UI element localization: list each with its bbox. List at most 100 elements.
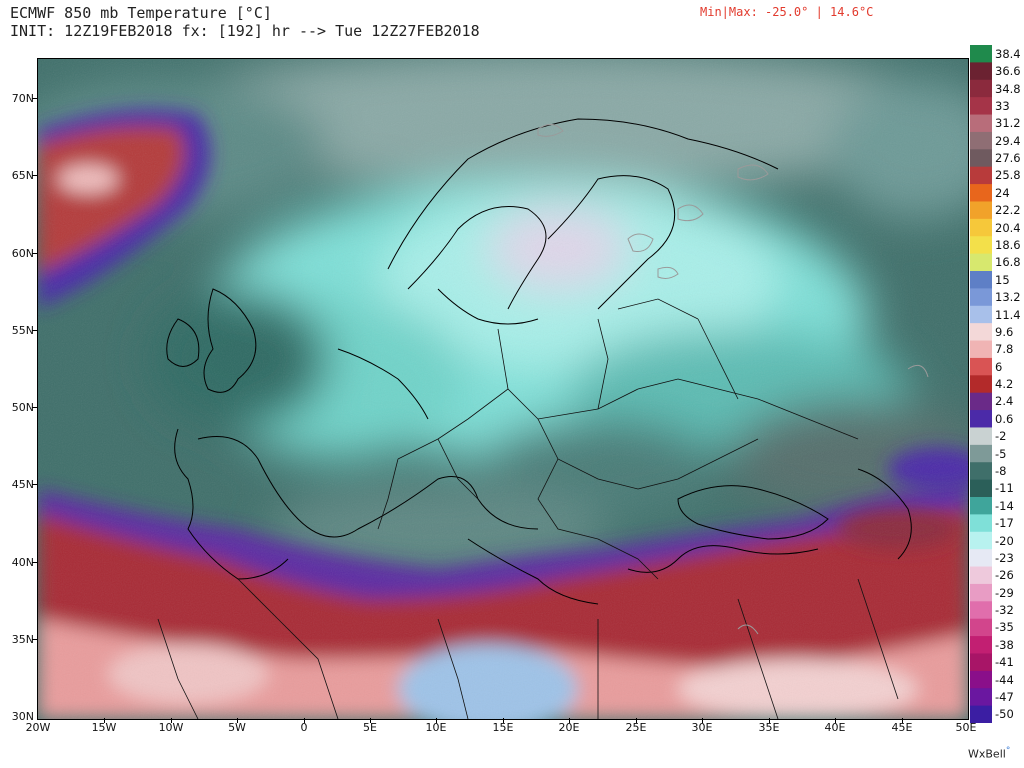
lon-label-0: 0 bbox=[300, 721, 308, 734]
lon-label-40e: 40E bbox=[824, 721, 846, 734]
lon-tick bbox=[370, 718, 371, 723]
lon-label-45e: 45E bbox=[891, 721, 913, 734]
lon-label-25e: 25E bbox=[625, 721, 647, 734]
lon-label-35e: 35E bbox=[758, 721, 780, 734]
colorbar-label: -29 bbox=[995, 585, 1014, 600]
lat-label-65n: 65N bbox=[11, 169, 34, 182]
colorbar-swatch bbox=[970, 271, 992, 289]
colorbar-swatch bbox=[970, 514, 992, 533]
colorbar-label: 6 bbox=[995, 359, 1003, 374]
colorbar-swatch bbox=[970, 688, 992, 707]
lat-tick bbox=[32, 98, 37, 99]
colorbar-label: 27.6 bbox=[995, 151, 1021, 165]
colorbar-swatch bbox=[970, 218, 992, 237]
colorbar-label: -38 bbox=[995, 637, 1014, 652]
lat-label-60n: 60N bbox=[11, 247, 34, 260]
lat-tick bbox=[32, 639, 37, 640]
lon-tick bbox=[104, 718, 105, 723]
lon-tick bbox=[237, 718, 238, 723]
colorbar-swatch bbox=[970, 305, 992, 324]
colorbar-swatch bbox=[970, 79, 992, 98]
temperature-field-svg bbox=[38, 59, 968, 719]
colorbar-swatch bbox=[970, 357, 992, 376]
lat-tick bbox=[32, 330, 37, 331]
colorbar-label: -17 bbox=[995, 516, 1014, 531]
colorbar-label: 33 bbox=[995, 98, 1010, 113]
colorbar-label: 16.8 bbox=[995, 255, 1021, 270]
colorbar-swatch bbox=[970, 410, 992, 429]
colorbar-label: 31.2 bbox=[995, 116, 1021, 131]
lon-tick bbox=[436, 718, 437, 723]
colorbar-swatch bbox=[970, 549, 992, 568]
min-max-readout: Min|Max: -25.0° | 14.6°C bbox=[700, 5, 874, 19]
lat-tick bbox=[32, 253, 37, 254]
colorbar-swatch bbox=[970, 253, 992, 272]
lat-label-40n: 40N bbox=[11, 556, 34, 569]
coastlines bbox=[166, 118, 912, 605]
colorbar-swatch bbox=[970, 114, 992, 133]
lat-label-70n: 70N bbox=[11, 92, 34, 105]
colorbar-swatch bbox=[970, 166, 992, 185]
colorbar-swatch bbox=[970, 288, 992, 307]
lon-label-30e: 30E bbox=[691, 721, 713, 734]
colorbar-label: -23 bbox=[995, 550, 1014, 565]
colorbar-label: 25.8 bbox=[995, 168, 1021, 183]
colorbar-label: -50 bbox=[995, 707, 1014, 722]
lat-label-30n: 30N bbox=[11, 710, 34, 723]
lon-tick bbox=[636, 718, 637, 723]
wxbell-logo: WxBell° bbox=[968, 746, 1010, 761]
colorbar-swatch bbox=[970, 462, 992, 481]
lon-label-20w: 20W bbox=[25, 721, 51, 734]
colorbar-label: 22.2 bbox=[995, 203, 1021, 218]
colorbar-label: -44 bbox=[995, 672, 1014, 687]
temperature-colorbar bbox=[970, 45, 992, 723]
colorbar-swatch bbox=[970, 236, 992, 255]
colorbar-swatch bbox=[970, 149, 992, 168]
colorbar-label: -8 bbox=[995, 463, 1007, 478]
colorbar-label: -11 bbox=[995, 481, 1014, 496]
lon-label-15w: 15W bbox=[91, 721, 117, 734]
lon-tick bbox=[902, 718, 903, 723]
lon-label-5e: 5E bbox=[363, 721, 377, 734]
lon-tick bbox=[171, 718, 172, 723]
colorbar-label: 36.6 bbox=[995, 64, 1021, 79]
lon-label-10w: 10W bbox=[158, 721, 184, 734]
colorbar-label: 24 bbox=[995, 185, 1010, 200]
colorbar-label: -26 bbox=[995, 568, 1014, 583]
lat-tick bbox=[32, 484, 37, 485]
colorbar-label: 20.4 bbox=[995, 220, 1021, 235]
lon-label-20e: 20E bbox=[558, 721, 580, 734]
colorbar-swatch bbox=[970, 392, 992, 411]
colorbar-swatch bbox=[970, 653, 992, 672]
lon-tick bbox=[702, 718, 703, 723]
temperature-map[interactable] bbox=[37, 58, 969, 720]
colorbar-swatch bbox=[970, 601, 992, 620]
colorbar-label: -20 bbox=[995, 533, 1014, 548]
lat-label-45n: 45N bbox=[11, 478, 34, 491]
colorbar-label: -47 bbox=[995, 689, 1014, 704]
lon-tick bbox=[835, 718, 836, 723]
colorbar-label: 9.6 bbox=[995, 324, 1014, 339]
colorbar-swatch bbox=[970, 375, 992, 394]
lake-outlines bbox=[537, 124, 929, 635]
colorbar-label: -14 bbox=[995, 498, 1014, 513]
map-title: ECMWF 850 mb Temperature [°C] bbox=[10, 4, 272, 22]
colorbar-swatch bbox=[970, 45, 992, 63]
colorbar-swatch bbox=[970, 201, 992, 220]
lon-label-5w: 5W bbox=[228, 721, 246, 734]
colorbar-swatch bbox=[970, 97, 992, 116]
colorbar-label: 2.4 bbox=[995, 394, 1014, 409]
lon-tick bbox=[569, 718, 570, 723]
lon-label-15e: 15E bbox=[492, 721, 514, 734]
colorbar-label: 38.4 bbox=[995, 46, 1021, 61]
colorbar-swatch bbox=[970, 618, 992, 637]
colorbar-swatch bbox=[970, 531, 992, 550]
colorbar-label: -2 bbox=[995, 429, 1007, 444]
colorbar-swatch bbox=[970, 566, 992, 585]
colorbar-swatch bbox=[970, 670, 992, 689]
init-forecast-line: INIT: 12Z19FEB2018 fx: [192] hr --> Tue … bbox=[10, 22, 480, 40]
lat-tick bbox=[32, 175, 37, 176]
colorbar-label: 0.6 bbox=[995, 411, 1014, 426]
colorbar-swatch bbox=[970, 583, 992, 602]
lon-tick bbox=[304, 718, 305, 723]
